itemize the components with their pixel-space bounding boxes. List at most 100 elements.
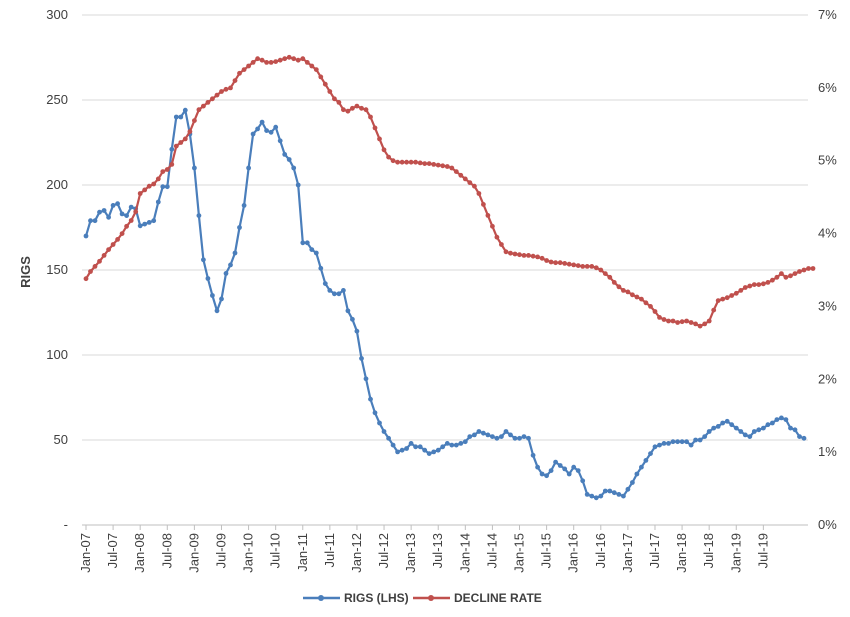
data-point-rigs	[729, 422, 735, 428]
data-point-decline-rate	[300, 56, 306, 62]
data-point-decline-rate	[404, 159, 409, 165]
data-point-decline-rate	[508, 250, 513, 256]
data-point-rigs	[322, 281, 328, 286]
data-point-decline-rate	[354, 103, 360, 109]
data-point-decline-rate	[684, 318, 689, 324]
data-point-decline-rate	[652, 309, 658, 314]
legend[interactable]: RIGS (LHS) DECLINE RATE	[303, 591, 542, 605]
data-point-decline-rate	[503, 249, 509, 255]
data-point-decline-rate	[359, 105, 364, 111]
data-point-rigs	[381, 429, 387, 434]
data-point-rigs	[192, 165, 197, 171]
data-point-rigs	[259, 119, 265, 125]
data-point-rigs	[205, 276, 211, 281]
data-point-rigs	[774, 417, 780, 422]
y2-tick-label: 3%	[818, 298, 837, 313]
data-point-rigs	[359, 356, 364, 361]
right-axis-ticks: 0% 1% 2% 3% 4% 5% 6% 7%	[818, 7, 837, 532]
data-point-decline-rate	[255, 56, 260, 62]
data-point-rigs	[720, 420, 726, 426]
data-point-rigs	[666, 441, 671, 446]
data-point-rigs	[115, 201, 120, 207]
x-tick-label: Jul-13	[430, 533, 445, 568]
data-point-rigs	[264, 128, 269, 134]
data-point-rigs	[494, 435, 500, 441]
x-tick-label: Jul-10	[268, 533, 283, 568]
data-point-decline-rate	[602, 271, 608, 276]
data-point-rigs	[128, 204, 134, 210]
data-point-decline-rate	[228, 85, 233, 91]
data-point-rigs	[661, 441, 667, 446]
data-point-rigs	[350, 316, 355, 322]
data-point-rigs	[652, 444, 658, 450]
data-point-decline-rate	[530, 253, 536, 259]
x-tick-label: Jul-09	[213, 533, 228, 568]
data-point-decline-rate	[544, 258, 549, 263]
data-point-rigs	[517, 435, 522, 441]
data-point-rigs	[526, 435, 531, 441]
data-point-decline-rate	[526, 253, 531, 258]
data-point-decline-rate	[675, 320, 680, 325]
data-point-rigs	[354, 328, 360, 334]
data-point-rigs	[255, 126, 260, 132]
data-point-decline-rate	[164, 167, 170, 172]
data-point-decline-rate	[413, 159, 418, 165]
data-point-rigs	[589, 493, 595, 499]
data-point-rigs	[797, 434, 802, 439]
legend-item-decline-rate[interactable]: DECLINE RATE	[413, 591, 542, 605]
data-point-decline-rate	[327, 89, 333, 94]
data-point-rigs	[566, 471, 572, 477]
x-tick-label: Jul-07	[105, 533, 120, 568]
legend-item-rigs[interactable]: RIGS (LHS)	[303, 591, 409, 605]
data-point-rigs	[783, 417, 789, 422]
data-point-rigs	[313, 250, 319, 256]
data-point-decline-rate	[155, 176, 161, 182]
x-tick-label: Jul-17	[647, 533, 662, 568]
data-point-decline-rate	[273, 59, 279, 64]
data-point-rigs	[490, 434, 495, 439]
data-point-decline-rate	[648, 304, 653, 309]
series-decline-rate	[83, 54, 816, 329]
left-axis-ticks: - 50 100 150 200 250 300	[46, 7, 68, 532]
data-point-rigs	[404, 446, 409, 451]
data-point-decline-rate	[535, 254, 540, 260]
data-point-rigs	[286, 157, 292, 162]
data-point-decline-rate	[625, 289, 631, 295]
data-point-rigs	[386, 435, 391, 441]
data-point-decline-rate	[765, 280, 771, 285]
data-point-decline-rate	[458, 172, 464, 178]
data-point-decline-rate	[336, 100, 342, 105]
data-point-rigs	[702, 434, 708, 439]
data-point-rigs	[228, 262, 233, 268]
x-tick-label: Jul-08	[159, 533, 174, 568]
data-point-decline-rate	[246, 63, 252, 69]
data-point-rigs	[426, 451, 432, 456]
y2-tick-label: 2%	[818, 371, 837, 386]
data-point-decline-rate	[715, 298, 721, 303]
data-point-rigs	[553, 459, 558, 465]
data-point-decline-rate	[729, 293, 735, 298]
data-point-decline-rate	[435, 162, 441, 168]
data-point-rigs	[372, 410, 378, 416]
data-point-decline-rate	[485, 213, 491, 218]
data-point-rigs	[155, 199, 161, 205]
data-point-rigs	[291, 165, 297, 171]
data-point-decline-rate	[512, 251, 518, 257]
data-point-decline-rate	[232, 78, 238, 83]
data-point-decline-rate	[580, 264, 586, 269]
data-point-rigs	[499, 434, 504, 439]
data-point-decline-rate	[810, 266, 816, 271]
data-point-decline-rate	[539, 255, 545, 261]
data-point-rigs	[182, 107, 188, 113]
data-point-rigs	[164, 184, 170, 190]
data-point-rigs	[792, 427, 798, 433]
data-point-decline-rate	[490, 223, 495, 229]
data-point-rigs	[300, 240, 306, 246]
y2-tick-label: 5%	[818, 153, 837, 168]
x-tick-label: Jul-15	[539, 533, 554, 568]
data-point-rigs	[770, 420, 775, 426]
data-point-rigs	[422, 447, 428, 453]
data-point-decline-rate	[611, 280, 617, 285]
data-point-decline-rate	[192, 118, 197, 123]
data-point-decline-rate	[566, 261, 572, 267]
